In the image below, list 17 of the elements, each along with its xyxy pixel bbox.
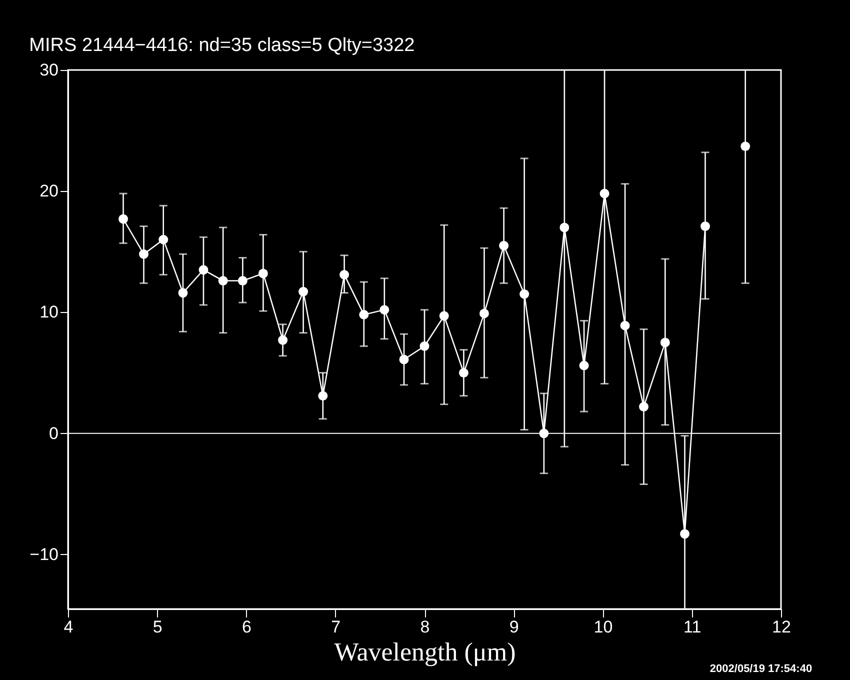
- text: 2002/05/19 17:54:40: [710, 663, 812, 675]
- x-tick-label: 6: [242, 618, 252, 636]
- y-tick-label: 10: [40, 302, 58, 322]
- x-tick-label: 7: [331, 618, 341, 636]
- x-tick-label: 12: [772, 618, 791, 636]
- x-tick-label: 5: [152, 618, 162, 636]
- x-tick-label: 9: [509, 618, 519, 636]
- x-axis-title: Wavelength (μm): [334, 638, 516, 666]
- chart-title: MIRS 21444−4416: nd=35 class=5 Qlty=3322: [29, 35, 415, 56]
- y-tick-label: 30: [40, 60, 58, 80]
- x-tick-label: 4: [64, 618, 74, 636]
- x-tick-label: 8: [420, 618, 430, 636]
- y-tick-label: 20: [40, 182, 58, 201]
- y-tick-label: −10: [30, 544, 58, 564]
- x-tick-label: 10: [594, 618, 613, 636]
- y-tick-label: 0: [49, 424, 58, 443]
- x-tick-label: 11: [684, 618, 702, 636]
